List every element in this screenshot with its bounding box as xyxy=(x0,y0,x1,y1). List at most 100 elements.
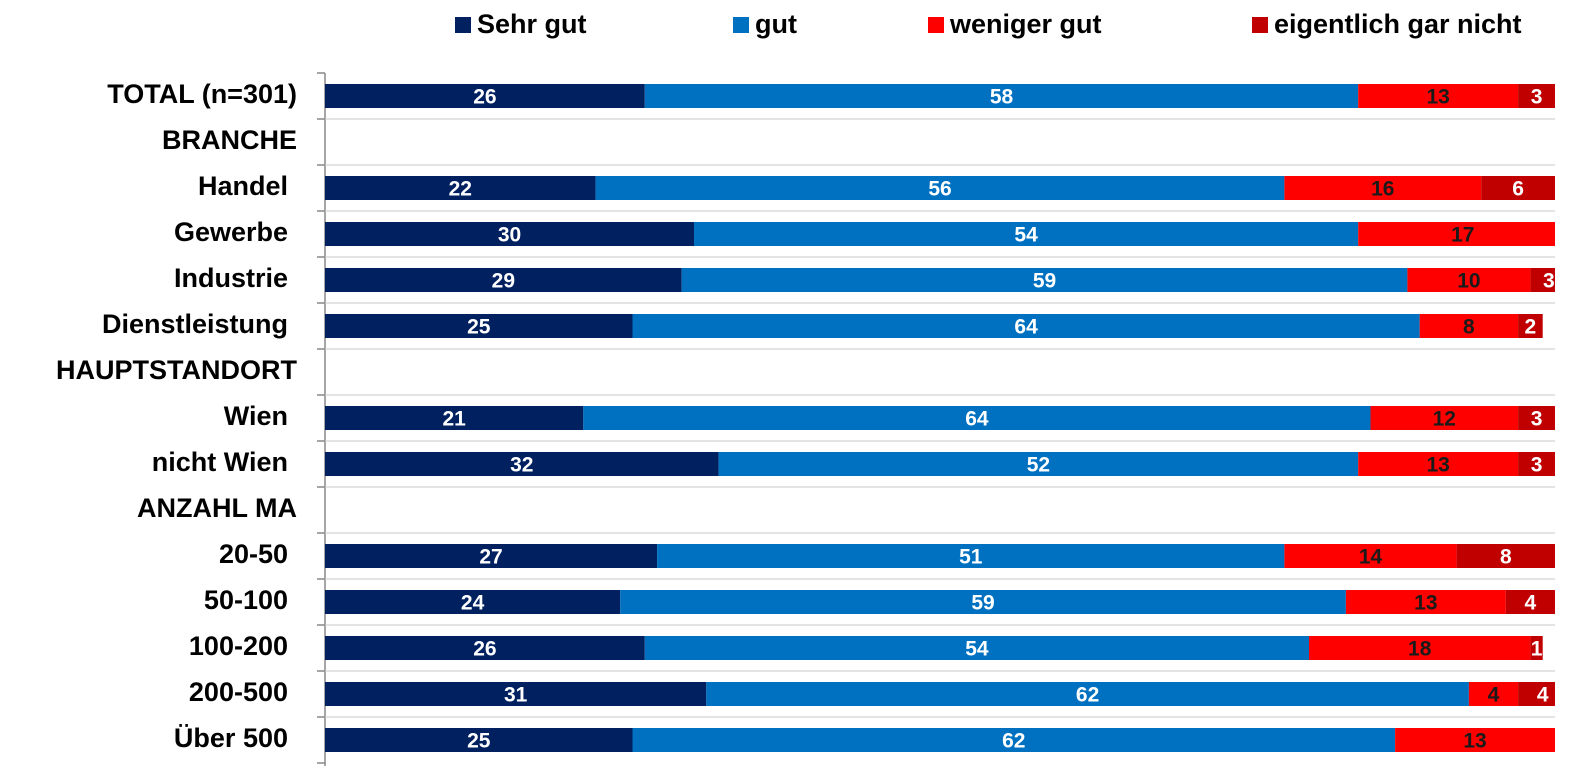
bar-segment xyxy=(325,682,707,706)
bar-segment xyxy=(620,590,1346,614)
bar-segment xyxy=(644,636,1309,660)
bar-segment xyxy=(1309,636,1531,660)
bar-segment xyxy=(694,222,1359,246)
value-label: 24 xyxy=(461,592,485,615)
bar-segment xyxy=(325,728,633,752)
bar-segment xyxy=(681,268,1408,292)
bar-segment xyxy=(325,176,596,200)
legend-label: weniger gut xyxy=(949,9,1102,39)
value-label: 29 xyxy=(492,270,515,293)
value-label: 3 xyxy=(1531,454,1543,477)
value-label: 10 xyxy=(1457,270,1480,293)
value-label: 6 xyxy=(1512,178,1524,201)
value-label: 64 xyxy=(965,408,989,431)
value-label: 62 xyxy=(1076,684,1099,707)
value-label: 62 xyxy=(1002,730,1025,753)
bar-segment xyxy=(1518,84,1555,108)
value-label: 26 xyxy=(473,86,496,109)
value-label: 8 xyxy=(1500,546,1512,569)
category-label: Dienstleistung xyxy=(102,309,288,339)
value-label: 13 xyxy=(1414,592,1437,615)
value-label: 54 xyxy=(965,638,989,661)
category-label: ANZAHL MA xyxy=(137,493,297,523)
legend-swatch xyxy=(928,17,944,33)
category-label: Handel xyxy=(198,171,288,201)
value-label: 16 xyxy=(1371,178,1394,201)
value-label: 56 xyxy=(928,178,951,201)
category-label: Gewerbe xyxy=(174,217,288,247)
bar-segment xyxy=(325,222,694,246)
category-label: 50-100 xyxy=(204,585,288,615)
bar-segment xyxy=(1530,268,1555,292)
bar-segment xyxy=(325,636,645,660)
value-label: 17 xyxy=(1451,224,1474,247)
bar-segment xyxy=(657,544,1285,568)
value-label: 22 xyxy=(449,178,472,201)
legend-label: eigentlich gar nicht xyxy=(1274,9,1522,39)
value-label: 8 xyxy=(1463,316,1475,339)
bar-segment xyxy=(1395,728,1555,752)
value-label: 32 xyxy=(510,454,533,477)
bar-segment xyxy=(1358,452,1519,476)
value-label: 52 xyxy=(1027,454,1050,477)
value-label: 25 xyxy=(467,316,491,339)
bar-segment xyxy=(325,544,658,568)
bar-segment xyxy=(325,452,719,476)
bar-segment xyxy=(632,728,1396,752)
bar-segment xyxy=(325,268,682,292)
value-label: 13 xyxy=(1426,86,1449,109)
category-label: nicht Wien xyxy=(152,447,288,477)
legend-swatch xyxy=(733,17,749,33)
legend-swatch xyxy=(455,17,471,33)
value-label: 27 xyxy=(479,546,502,569)
bar-segment xyxy=(1358,84,1519,108)
bar-segment xyxy=(718,452,1359,476)
bar-segment xyxy=(1518,406,1555,430)
bar-segment xyxy=(1505,590,1555,614)
value-label: 18 xyxy=(1408,638,1432,661)
bar-segment xyxy=(1358,222,1555,246)
value-label: 3 xyxy=(1531,408,1543,431)
bar-segment xyxy=(595,176,1285,200)
bar-segment xyxy=(1518,682,1555,706)
bar-segment xyxy=(644,84,1359,108)
value-label: 59 xyxy=(971,592,994,615)
value-label: 13 xyxy=(1426,454,1449,477)
value-label: 21 xyxy=(442,408,466,431)
bar-segment xyxy=(583,406,1371,430)
value-label: 26 xyxy=(473,638,496,661)
bar-segment xyxy=(325,314,633,338)
value-label: 30 xyxy=(498,224,521,247)
plot-area: 26 58 13 3 22 56 16 6 30 54 17 29 59 10 3 25 64 8 2 21 64 12 3… xyxy=(325,84,1555,753)
value-label: 25 xyxy=(467,730,491,753)
legend-label: gut xyxy=(755,9,797,39)
bar-segment xyxy=(325,406,584,430)
value-label: 3 xyxy=(1531,86,1543,109)
bar-segment xyxy=(706,682,1469,706)
value-label: 31 xyxy=(504,684,528,707)
value-label: 64 xyxy=(1014,316,1038,339)
value-label: 12 xyxy=(1433,408,1456,431)
legend-label: Sehr gut xyxy=(477,9,587,39)
bar-segment xyxy=(1284,544,1457,568)
bar-segment xyxy=(325,590,621,614)
bar-segment xyxy=(632,314,1420,338)
bar-segment xyxy=(325,84,645,108)
value-label: 54 xyxy=(1014,224,1038,247)
bar-segment xyxy=(1419,314,1519,338)
category-label: Über 500 xyxy=(174,723,288,753)
legend-swatch xyxy=(1252,17,1268,33)
value-label: 4 xyxy=(1488,684,1500,707)
category-label: BRANCHE xyxy=(162,125,297,155)
bar-segment xyxy=(1345,590,1506,614)
value-label: 2 xyxy=(1525,316,1537,339)
category-label: TOTAL (n=301) xyxy=(107,79,297,109)
category-label: Industrie xyxy=(174,263,288,293)
category-label: 100-200 xyxy=(189,631,288,661)
value-label: 13 xyxy=(1463,730,1486,753)
bar-segment xyxy=(1481,176,1555,200)
value-label: 58 xyxy=(990,86,1014,109)
value-label: 4 xyxy=(1537,684,1549,707)
bar-segment xyxy=(1284,176,1482,200)
